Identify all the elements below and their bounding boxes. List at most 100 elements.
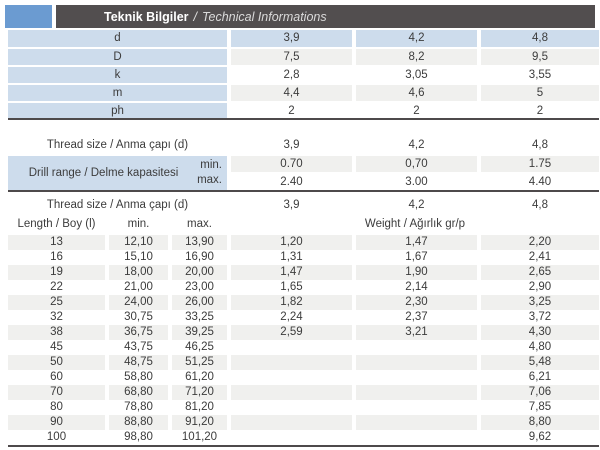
table-row: 70 68,80 71,20 7,06	[8, 385, 599, 400]
diameter-header: 4,2	[356, 30, 477, 47]
header-title-english: Technical Informations	[202, 9, 327, 24]
dimension-value: 9,5	[481, 49, 599, 65]
length-max-value: 20,00	[172, 265, 227, 280]
dimension-value: 4,4	[231, 85, 352, 101]
length-max-value: 51,25	[172, 355, 227, 370]
bottom-rule	[8, 445, 599, 447]
row-label: m	[8, 85, 227, 101]
table-row: 32 30,75 33,25 2,24 2,37 3,72	[8, 310, 599, 325]
dimension-value: 2	[356, 103, 477, 119]
length-weight-table-body: 13 12,10 13,90 1,20 1,47 2,20 16 15,10 1…	[8, 235, 599, 445]
weight-value: 7,06	[481, 385, 599, 400]
weight-value: 2,90	[481, 280, 599, 295]
weight-value: 1,47	[231, 265, 352, 280]
header-separator: /	[193, 9, 197, 24]
weight-value: 2,24	[231, 310, 352, 325]
diameter-header: 4,2	[356, 137, 477, 154]
weight-value: 2,65	[481, 265, 599, 280]
table-row: ph 2 2 2	[8, 103, 599, 119]
dimension-value: 4,6	[356, 85, 477, 101]
section-header: Teknik Bilgiler / Technical Informations	[56, 5, 595, 28]
row-label: k	[8, 67, 227, 83]
dimension-value: 2,8	[231, 67, 352, 83]
diameter-header: 4,8	[481, 137, 599, 154]
weight-value: 1,65	[231, 280, 352, 295]
length-value: 16	[8, 250, 105, 265]
diameter-header: 3,9	[231, 197, 352, 214]
drill-range-label-cell: Drill range / Delme kapasitesi min. max.	[8, 156, 227, 190]
weight-value: 4,80	[481, 340, 599, 355]
length-value: 80	[8, 400, 105, 415]
table-row: 45 43,75 46,25 4,80	[8, 340, 599, 355]
header-title-turkish: Teknik Bilgiler	[104, 9, 189, 24]
column-header-row: Length / Boy (l) min. max. Weight / Ağır…	[8, 216, 599, 233]
table-row: 13 12,10 13,90 1,20 1,47 2,20	[8, 235, 599, 250]
min-column-header: min.	[109, 216, 168, 233]
thread-size-header: Thread size / Anma çapı (d)	[8, 137, 227, 154]
table-row: 80 78,80 81,20 7,85	[8, 400, 599, 415]
weight-value	[231, 370, 352, 385]
length-min-value: 12,10	[109, 235, 168, 250]
length-value: 90	[8, 415, 105, 430]
weight-value: 2,20	[481, 235, 599, 250]
drill-range-label: Drill range / Delme kapasitesi	[28, 167, 179, 179]
weight-value	[231, 430, 352, 445]
drill-max-value: 4.40	[481, 174, 599, 190]
dimension-value: 3,05	[356, 67, 477, 83]
dimension-value: 8,2	[356, 49, 477, 65]
length-max-value: 26,00	[172, 295, 227, 310]
weight-value: 3,25	[481, 295, 599, 310]
length-value: 45	[8, 340, 105, 355]
table-row: 90 88,80 91,20 8,80	[8, 415, 599, 430]
weight-value	[356, 340, 477, 355]
weight-value	[356, 415, 477, 430]
table-row: D 7,5 8,2 9,5	[8, 49, 599, 65]
length-min-value: 24,00	[109, 295, 168, 310]
row-label: D	[8, 49, 227, 65]
length-weight-table: Thread size / Anma çapı (d) 3,9 4,2 4,8 …	[8, 197, 599, 445]
weight-value: 2,30	[356, 295, 477, 310]
length-max-value: 61,20	[172, 370, 227, 385]
weight-value: 8,80	[481, 415, 599, 430]
weight-value: 6,21	[481, 370, 599, 385]
length-value: 50	[8, 355, 105, 370]
length-value: 70	[8, 385, 105, 400]
length-min-value: 30,75	[109, 310, 168, 325]
weight-value	[231, 400, 352, 415]
weight-value: 9,62	[481, 430, 599, 445]
table-row: 25 24,00 26,00 1,82 2,30 3,25	[8, 295, 599, 310]
weight-value: 1,82	[231, 295, 352, 310]
length-max-value: 81,20	[172, 400, 227, 415]
weight-value	[231, 340, 352, 355]
length-value: 60	[8, 370, 105, 385]
diameter-header: 4,8	[481, 197, 599, 214]
min-max-labels: min. max.	[197, 158, 222, 188]
min-label: min.	[200, 159, 222, 171]
length-min-value: 88,80	[109, 415, 168, 430]
length-min-value: 78,80	[109, 400, 168, 415]
weight-value: 1,20	[231, 235, 352, 250]
weight-value	[356, 355, 477, 370]
accent-square	[5, 5, 52, 28]
dimension-value: 7,5	[231, 49, 352, 65]
length-value: 100	[8, 430, 105, 445]
weight-value: 1,90	[356, 265, 477, 280]
dimensions-header-label: d	[8, 30, 227, 47]
drill-min-value: 0,70	[356, 156, 477, 172]
weight-value: 5,48	[481, 355, 599, 370]
length-value: 13	[8, 235, 105, 250]
divider-rule	[8, 190, 599, 192]
weight-value	[356, 370, 477, 385]
length-column-header: Length / Boy (l)	[8, 216, 105, 233]
drill-min-value: 1.75	[481, 156, 599, 172]
length-value: 25	[8, 295, 105, 310]
divider-rule	[8, 118, 599, 120]
dimension-value: 2	[231, 103, 352, 119]
length-value: 22	[8, 280, 105, 295]
length-min-value: 21,00	[109, 280, 168, 295]
length-value: 38	[8, 325, 105, 340]
weight-value	[231, 415, 352, 430]
table-row: k 2,8 3,05 3,55	[8, 67, 599, 83]
table-row: 100 98,80 101,20 9,62	[8, 430, 599, 445]
